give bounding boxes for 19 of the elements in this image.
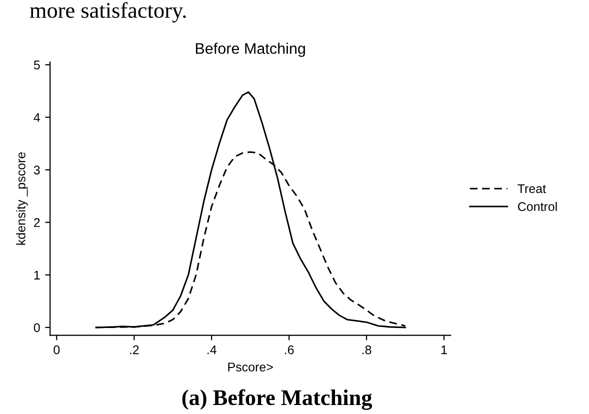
y-tick-label: 5 <box>34 60 40 70</box>
x-tick-label: .2 <box>130 345 139 354</box>
y-tick-label: 3 <box>34 166 40 174</box>
x-tick-label: .4 <box>208 346 216 354</box>
x-tick-label: 0 <box>54 345 60 354</box>
x-tick-label: .6 <box>284 345 294 354</box>
x-tick-label: .8 <box>362 345 372 354</box>
x-axis-title: Pscore> <box>228 362 273 372</box>
text: (a) Before Matching <box>182 389 372 410</box>
y-tick-label: 0 <box>34 323 40 332</box>
legend-label: Control <box>518 202 557 212</box>
chart-title: Before Matching <box>196 42 305 57</box>
legend-label: Treat <box>518 184 546 194</box>
x-tick-label: 1 <box>441 346 447 354</box>
y-tick-label: 4 <box>34 113 40 122</box>
y-axis-title: kdensity _pscore <box>16 152 28 245</box>
text: more satisfactory. <box>30 2 186 23</box>
y-tick-label: 1 <box>34 270 40 280</box>
y-tick-label: 2 <box>34 218 40 227</box>
